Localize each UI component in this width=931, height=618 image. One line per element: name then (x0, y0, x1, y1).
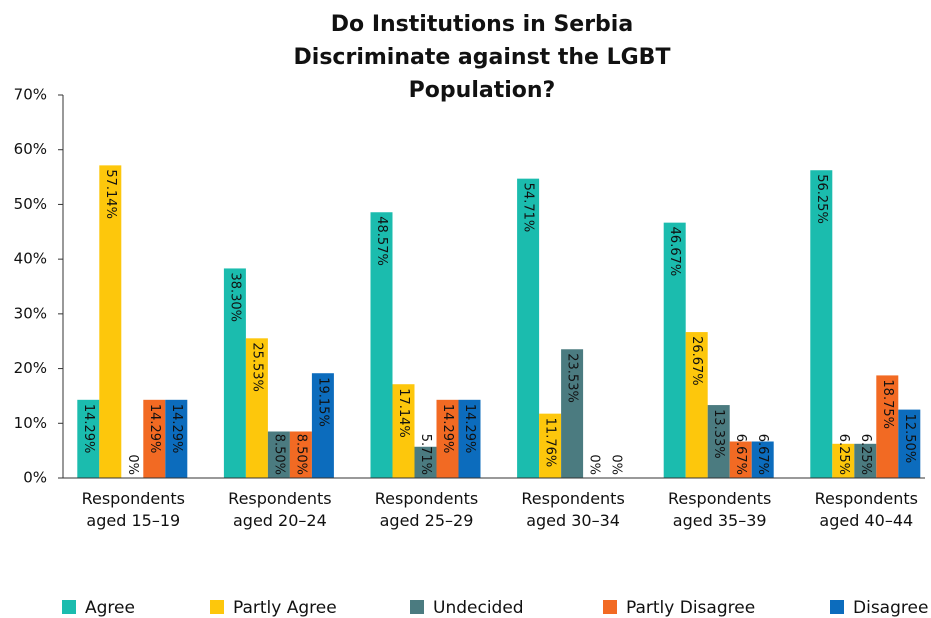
bar (832, 443, 855, 478)
value-label: 0% (609, 454, 624, 475)
value-label: 17.14% (396, 388, 411, 438)
bar (370, 212, 393, 478)
bar (685, 332, 708, 478)
value-label: 46.67% (667, 227, 682, 277)
bar (854, 443, 877, 478)
value-label: 13.33% (711, 409, 726, 459)
x-tick-label: Respondents aged 15–19 (81, 489, 185, 530)
bar (898, 409, 921, 478)
legend-swatch (410, 600, 424, 614)
value-label: 8.50% (293, 434, 308, 475)
bar (876, 375, 899, 478)
value-label: 57.14% (103, 169, 118, 219)
chart-title: Do Institutions in Serbia Discriminate a… (293, 12, 671, 103)
bar (267, 431, 290, 478)
value-label: 19.15% (315, 377, 330, 427)
value-label: 12.50% (902, 414, 917, 464)
bar (729, 441, 752, 478)
bar (223, 268, 246, 478)
legend-label: Disagree (853, 598, 928, 618)
legend-label: Undecided (433, 598, 524, 618)
legend-label: Partly Disagree (626, 598, 755, 618)
value-label: 25.53% (249, 342, 264, 392)
legend-swatch (830, 600, 844, 614)
value-label: 14.29% (81, 404, 96, 454)
legend-label: Agree (85, 598, 135, 618)
y-tick-label: 50% (14, 195, 47, 213)
bar (810, 170, 833, 478)
y-tick-label: 70% (14, 86, 47, 104)
bar (663, 222, 686, 478)
x-tick-label: Respondents aged 30–34 (521, 489, 625, 530)
x-tick-label: Respondents aged 40–44 (814, 489, 918, 530)
y-tick-label: 30% (14, 304, 47, 322)
bar (707, 405, 730, 478)
y-tick-label: 20% (14, 359, 47, 377)
value-label: 14.29% (440, 404, 455, 454)
value-label: 18.75% (880, 379, 895, 429)
bar (289, 431, 312, 478)
bar (165, 399, 188, 478)
value-label: 26.67% (689, 336, 704, 386)
bar (751, 441, 774, 478)
legend-label: Partly Agree (233, 598, 337, 618)
bar (539, 413, 562, 478)
value-label: 8.50% (271, 434, 286, 475)
value-label: 54.71% (521, 183, 536, 233)
value-label: 38.30% (227, 272, 242, 322)
x-tick-label: Respondents aged 20–24 (228, 489, 332, 530)
bar (392, 384, 415, 478)
y-tick-label: 60% (14, 140, 47, 158)
value-label: 14.29% (462, 404, 477, 454)
legend-swatch (210, 600, 224, 614)
y-tick-label: 40% (14, 250, 47, 268)
bar (458, 399, 481, 478)
x-tick-label: Respondents aged 35–39 (667, 489, 772, 530)
value-label: 11.76% (543, 418, 558, 468)
bar (311, 373, 334, 478)
bar (77, 399, 100, 478)
value-label: 6.67% (733, 434, 748, 475)
value-label: 6.25% (858, 434, 873, 475)
y-tick-label: 10% (14, 414, 47, 432)
value-label: 6.67% (755, 434, 770, 475)
bar (436, 399, 459, 478)
legend-swatch (603, 600, 617, 614)
value-label: 14.29% (169, 404, 184, 454)
value-label: 5.71% (418, 434, 433, 475)
bar (517, 178, 540, 478)
value-label: 0% (587, 454, 602, 475)
y-tick-label: 0% (23, 469, 47, 487)
value-label: 48.57% (374, 216, 389, 266)
bar (99, 165, 122, 479)
bar (414, 446, 437, 478)
value-label: 23.53% (565, 353, 580, 403)
x-tick-label: Respondents aged 25–29 (374, 489, 479, 530)
value-label: 14.29% (147, 404, 162, 454)
value-label: 56.25% (814, 174, 829, 224)
bar (143, 399, 166, 478)
value-label: 6.25% (836, 434, 851, 475)
bar (245, 338, 268, 478)
value-label: 0% (125, 454, 140, 475)
bar (561, 349, 584, 478)
legend-swatch (62, 600, 76, 614)
